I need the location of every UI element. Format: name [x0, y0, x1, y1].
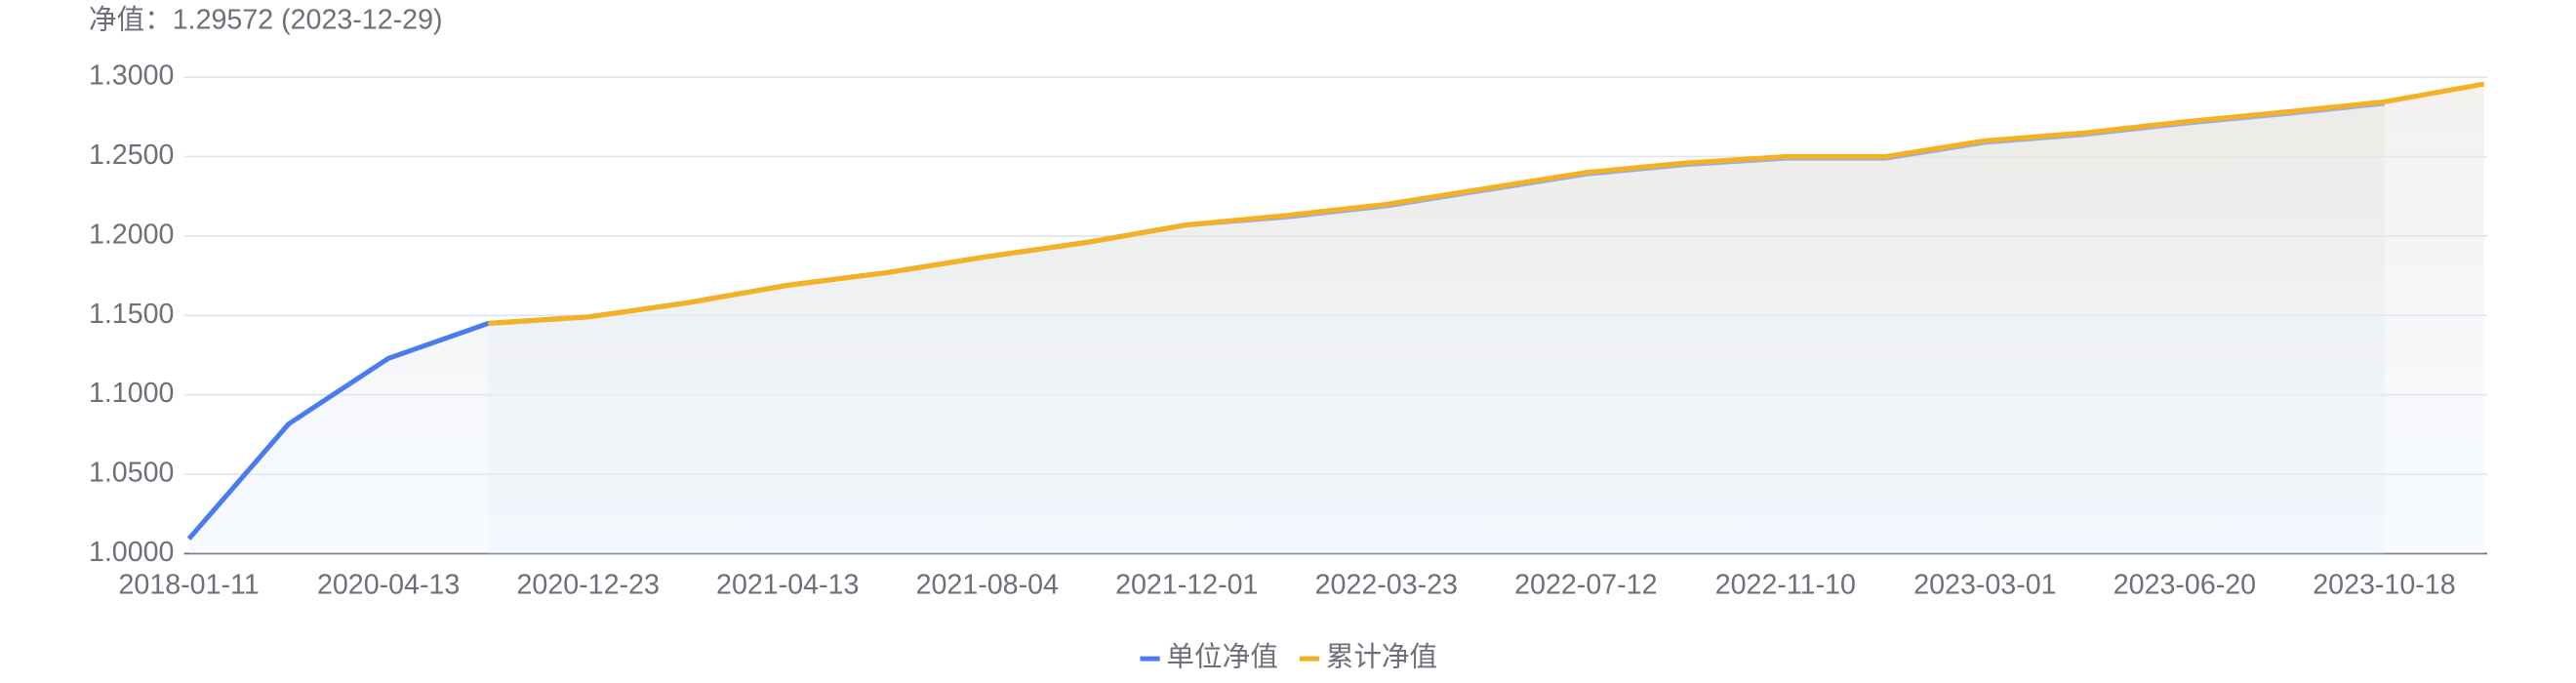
- x-tick-label: 2018-01-11: [119, 570, 260, 601]
- y-tick-label: 1.1500: [89, 299, 175, 330]
- y-tick-label: 1.3000: [89, 60, 175, 92]
- x-tick-label: 2022-07-12: [1514, 570, 1657, 601]
- legend-label: 累计净值: [1326, 642, 1437, 673]
- x-tick-label: 2021-04-13: [716, 570, 859, 601]
- legend-label: 单位净值: [1166, 642, 1277, 673]
- y-tick-label: 1.1000: [89, 378, 175, 409]
- area: [488, 84, 2484, 554]
- x-tick-label: 2022-11-10: [1715, 570, 1856, 601]
- x-tick-label: 2022-03-23: [1315, 570, 1458, 601]
- y-tick-label: 1.0500: [89, 458, 175, 489]
- x-tick-label: 2023-06-20: [2113, 570, 2256, 601]
- x-tick-label: 2023-10-18: [2313, 570, 2455, 601]
- x-tick-label: 2020-04-13: [317, 570, 460, 601]
- x-tick-label: 2021-12-01: [1115, 570, 1258, 601]
- x-tick-label: 2020-12-23: [517, 570, 660, 601]
- y-tick-label: 1.2000: [89, 219, 175, 250]
- y-tick-label: 1.2500: [89, 140, 175, 171]
- y-tick-label: 1.0000: [89, 537, 175, 568]
- chart-title: 净值：1.29572 (2023-12-29): [89, 4, 443, 35]
- x-tick-label: 2023-03-01: [1913, 570, 2056, 601]
- x-tick-label: 2021-08-04: [916, 570, 1059, 601]
- series-line: [488, 81, 2485, 326]
